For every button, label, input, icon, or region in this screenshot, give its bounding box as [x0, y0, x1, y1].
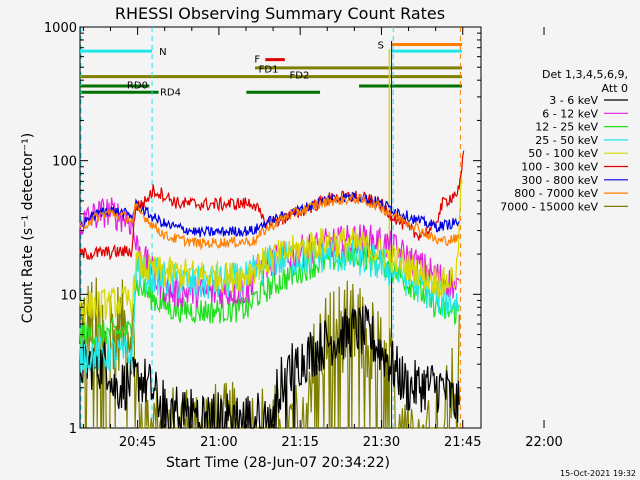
series-line-12_25keV: [79, 243, 460, 348]
flag-label-flare: F: [254, 55, 260, 66]
x-tick-label: 21:00: [200, 435, 237, 450]
x-axis-label: Start Time (28-Jun-07 20:34:22): [166, 455, 390, 471]
legend-entry-label: 100 - 300 keV: [521, 161, 598, 174]
legend-header-2: Att 0: [602, 82, 628, 95]
legend-entry-label: 6 - 12 keV: [542, 107, 598, 120]
x-tick-label: 21:30: [363, 435, 400, 450]
y-tick-label: 10: [60, 288, 77, 303]
legend-entry-label: 7000 - 15000 keV: [500, 200, 598, 213]
series-layer: [79, 150, 465, 429]
flag-label-rd0: RD0: [127, 80, 148, 91]
y-tick-label: 100: [52, 155, 77, 170]
chart-title: RHESSI Observing Summary Count Rates: [115, 4, 445, 23]
series-line-800_7000keV: [79, 191, 460, 251]
series-line-300_800keV: [79, 191, 460, 238]
legend-entry-label: 3 - 6 keV: [549, 94, 598, 107]
flag-label-saa: S: [378, 40, 384, 51]
y-axis: 1 10 100 1000: [44, 21, 481, 437]
series-line-3_6keV: [79, 304, 460, 429]
flag-label-rd4: RD4: [160, 87, 181, 98]
x-tick-label: 20:45: [119, 435, 156, 450]
x-tick-label: 22:00: [525, 435, 562, 450]
x-axis: 20:45 21:00 21:15 21:30 21:45 22:00: [82, 27, 563, 450]
flag-label-night: N: [159, 47, 166, 58]
x-tick-label: 21:45: [444, 435, 481, 450]
series-line-7000_15000keV: [79, 277, 460, 429]
y-tick-label: 1000: [44, 21, 77, 36]
flag-label-fd2: FD2: [290, 71, 310, 82]
series-line-50_100keV: [79, 175, 463, 323]
series-line-25_50keV: [79, 238, 460, 374]
legend-entry-label: 25 - 50 keV: [535, 134, 598, 147]
flag-label-fd1: FD1: [259, 64, 279, 75]
y-axis-label: Count Rate (s⁻¹ detector⁻¹): [20, 133, 36, 323]
timestamp: 15-Oct-2021 19:32: [560, 469, 636, 478]
x-tick-label: 21:15: [281, 435, 318, 450]
legend-entry-label: 800 - 7000 keV: [514, 187, 598, 200]
legend-entry-label: 12 - 25 keV: [535, 121, 598, 134]
y-tick-label: 1: [69, 422, 77, 437]
legend-header: Det 1,3,4,5,6,9,: [542, 68, 628, 81]
legend-entry-label: 50 - 100 keV: [528, 147, 598, 160]
legend-entry-label: 300 - 800 keV: [521, 174, 598, 187]
